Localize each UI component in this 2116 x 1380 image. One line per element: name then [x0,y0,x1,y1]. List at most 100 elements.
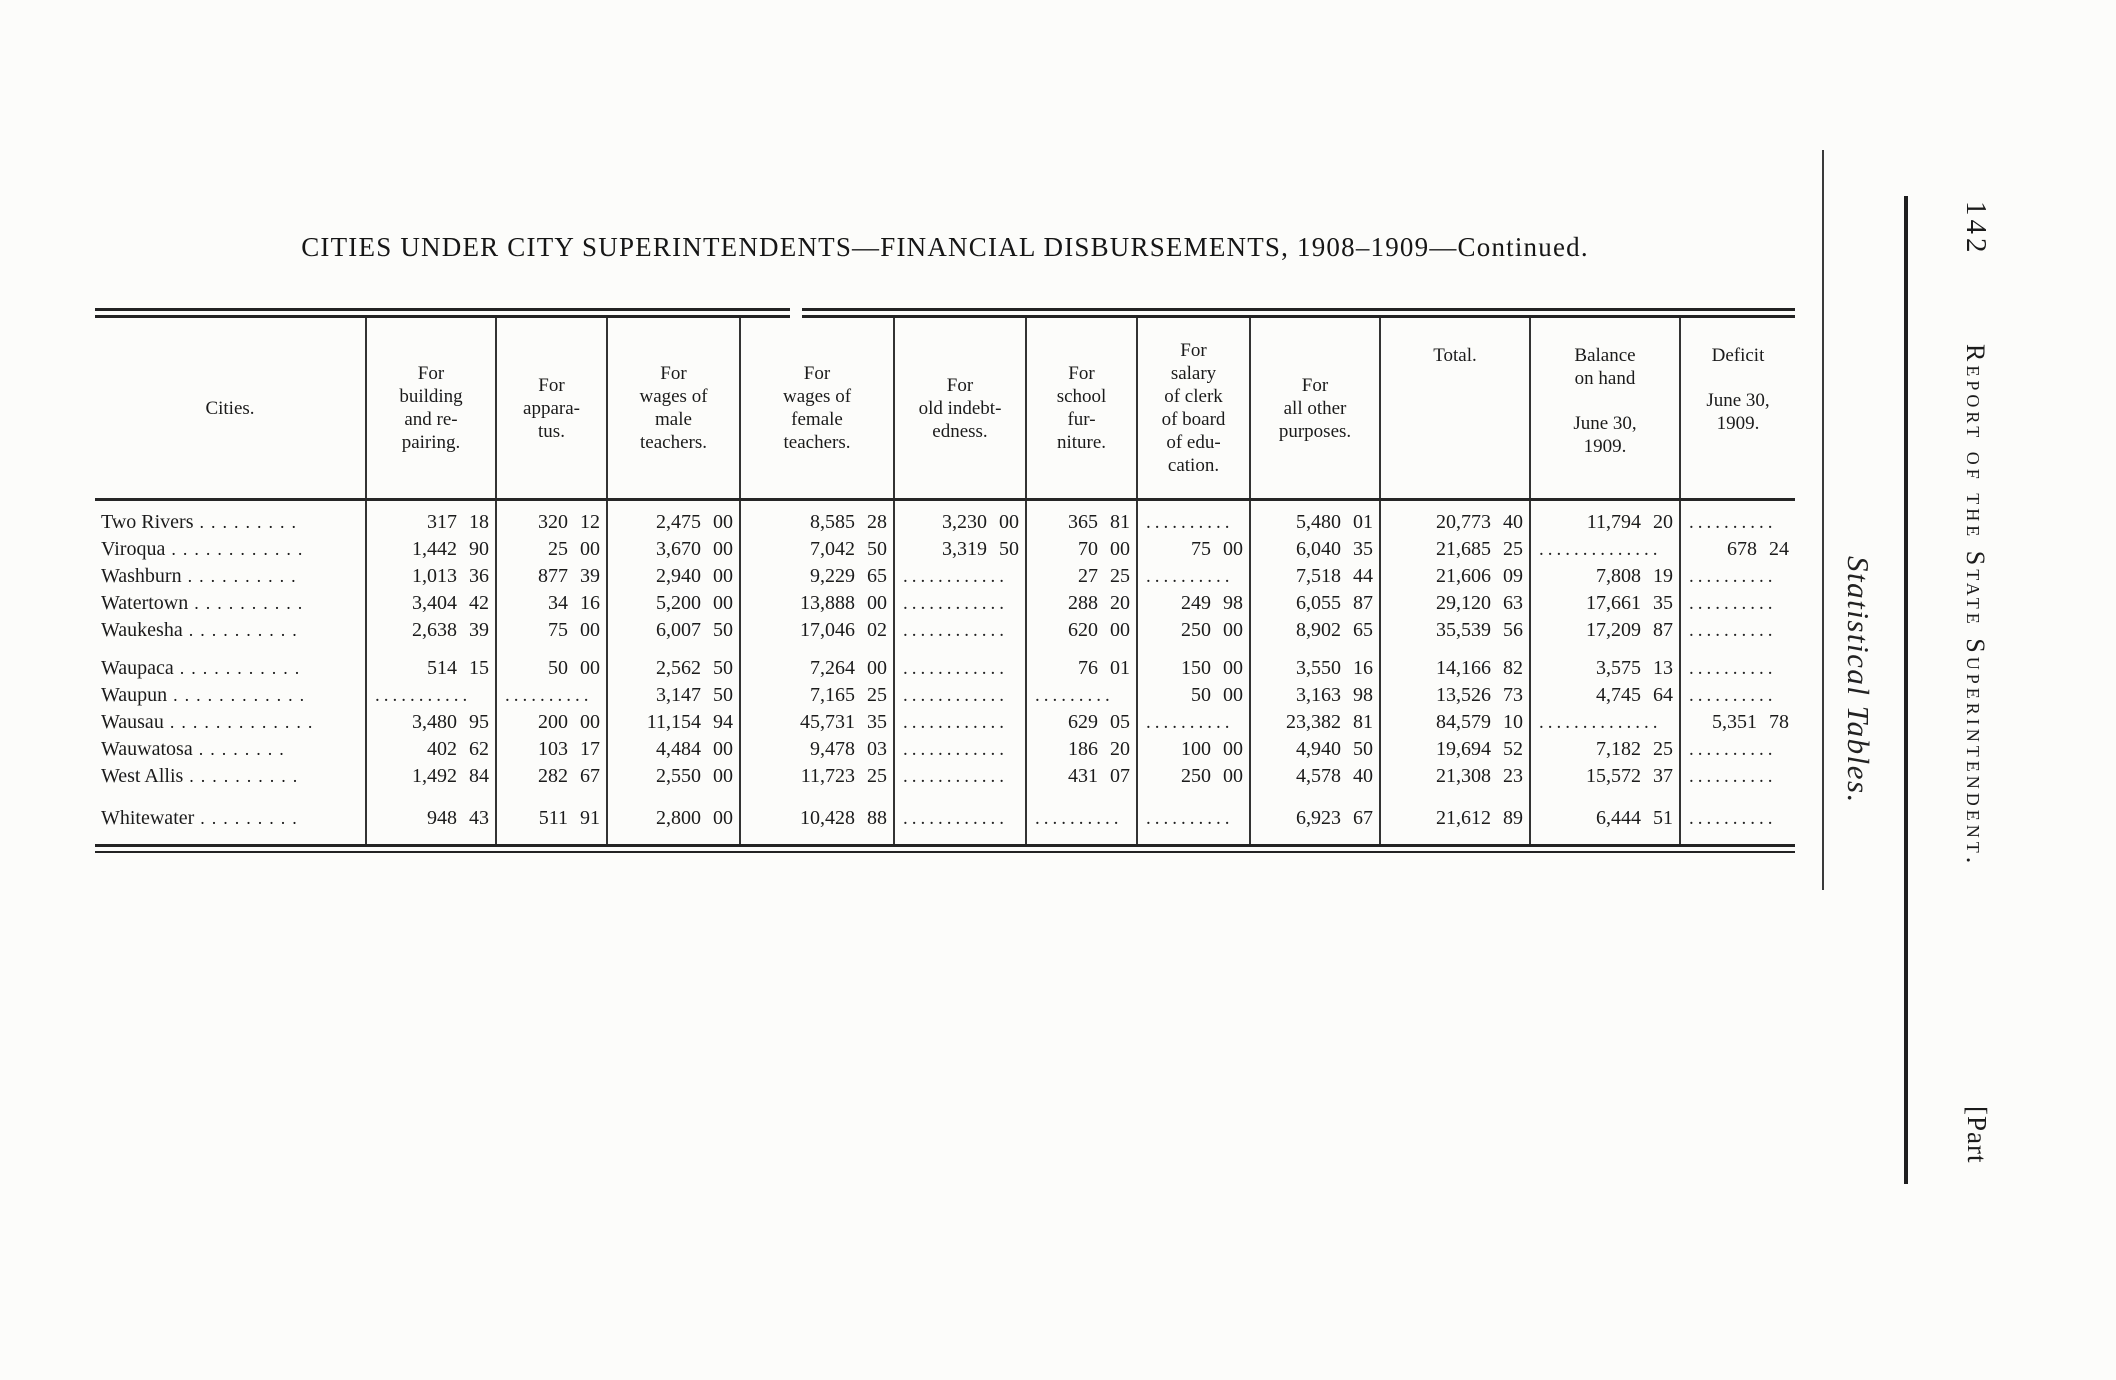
value-cell: 877 39 [495,563,606,590]
table-row: Waukesha.......... 2,638 39 75 00 6,007 50 17,0… [95,617,1795,644]
gap-cell [365,644,495,655]
value-cell: .......... [1679,682,1795,709]
value-cell: 514 15 [365,655,495,682]
gap-cell [739,832,893,844]
value-cell: 3,147 50 [606,682,739,709]
table-row: Waupaca........... 514 15 50 00 2,562 50 7,264 0… [95,655,1795,682]
gap-cell [495,644,606,655]
gap-cell [1529,832,1679,844]
top-rule-left-segment [95,308,790,318]
city-cell: Watertown.......... [101,592,310,614]
gap-cell [1379,790,1529,805]
gap-cell [95,832,365,844]
city-cell: Waupun............ [101,684,312,706]
top-rule-right-segment [802,308,1795,318]
value-cell: 11,794 20 [1529,509,1679,536]
value-cell: 282 67 [495,763,606,790]
gap-cell [893,644,1025,655]
value-cell: 15,572 37 [1529,763,1679,790]
city-cell: Two Rivers......... [101,511,303,533]
value-cell: 3,550 16 [1249,655,1379,682]
value-cell: .......... [1025,805,1136,832]
value-cell: 2,475 00 [606,509,739,536]
value-cell: .......... [1136,805,1249,832]
gap-cell [1136,832,1249,844]
value-cell: 17,046 02 [739,617,893,644]
value-cell: ............ [893,709,1025,736]
value-cell: 19,694 52 [1379,736,1529,763]
table-title: CITIES UNDER CITY SUPERINTENDENTS—FINANC… [301,232,1589,262]
table-row: Wausau............. 3,480 95 200 00 11,154 94 4… [95,709,1795,736]
value-cell: 14,166 82 [1379,655,1529,682]
value-cell: .......... [1136,709,1249,736]
gap-cell [365,501,495,509]
running-header: Report of the State Superintendent. [1961,344,1990,868]
column-header: For wages of male teachers. [606,318,739,498]
gap-cell [95,644,365,655]
value-cell: ............ [893,805,1025,832]
value-cell: 5,200 00 [606,590,739,617]
gap-cell [1679,501,1795,509]
value-cell: 3,404 42 [365,590,495,617]
value-cell: 11,723 25 [739,763,893,790]
value-cell: 1,492 84 [365,763,495,790]
city-cell: Washburn.......... [101,565,303,587]
column-header: For old indebt- edness. [893,318,1025,498]
value-cell: 13,888 00 [739,590,893,617]
value-cell: 6,007 50 [606,617,739,644]
gap-cell [1249,644,1379,655]
value-cell: 70 00 [1025,536,1136,563]
value-cell: 629 05 [1025,709,1136,736]
row-gap [95,790,1795,805]
financial-table: Cities. For building and re- pairing. For … [95,308,1795,853]
value-cell: 186 20 [1025,736,1136,763]
table-row: Whitewater......... 948 43 511 91 2,800 00 10,4… [95,805,1795,832]
value-cell: 250 00 [1136,617,1249,644]
value-cell: .......... [1679,736,1795,763]
value-cell: 288 20 [1025,590,1136,617]
gap-cell [95,790,365,805]
value-cell: .......... [1679,763,1795,790]
column-header: Balance on hand June 30, 1909. [1529,318,1679,498]
page-number: 142 [1960,201,1992,257]
value-cell: 34 16 [495,590,606,617]
column-header: Cities. [205,397,255,419]
value-cell: 249 98 [1136,590,1249,617]
value-cell: 6,055 87 [1249,590,1379,617]
value-cell: 23,382 81 [1249,709,1379,736]
value-cell: 13,526 73 [1379,682,1529,709]
value-cell: .......... [1136,509,1249,536]
gap-cell [1249,832,1379,844]
gap-cell [739,790,893,805]
value-cell: ......... [1025,682,1136,709]
value-cell: 678 24 [1679,536,1795,563]
column-header: Deficit June 30, 1909. [1679,318,1795,498]
gap-cell [1679,832,1795,844]
value-cell: 250 00 [1136,763,1249,790]
value-cell: 76 01 [1025,655,1136,682]
value-cell: 365 81 [1025,509,1136,536]
value-cell: 7,808 19 [1529,563,1679,590]
bottom-rule-segment [95,844,1795,853]
value-cell: 200 00 [495,709,606,736]
margin-section-label: Statistical Tables. [1841,556,1876,804]
value-cell: .......... [1679,590,1795,617]
value-cell: .......... [1679,617,1795,644]
value-cell: 35,539 56 [1379,617,1529,644]
table-row: West Allis.......... 1,492 84 282 67 2,550 00 1… [95,763,1795,790]
table-row: Two Rivers......... 317 18 320 12 2,475 00 8,58… [95,509,1795,536]
column-header: For appara- tus. [495,318,606,498]
value-cell: .......... [1679,805,1795,832]
gap-cell [1136,501,1249,509]
row-gap [95,501,1795,509]
gap-cell [606,501,739,509]
value-cell: 1,442 90 [365,536,495,563]
value-cell: ............ [893,655,1025,682]
part-label: [Part [1962,1106,1992,1164]
column-header: For salary of clerk of board of edu- cat… [1136,318,1249,498]
value-cell: 9,229 65 [739,563,893,590]
margin-inner-rule [1822,150,1824,890]
city-cell: Viroqua............ [101,538,310,560]
value-cell: 11,154 94 [606,709,739,736]
value-cell: ............ [893,736,1025,763]
